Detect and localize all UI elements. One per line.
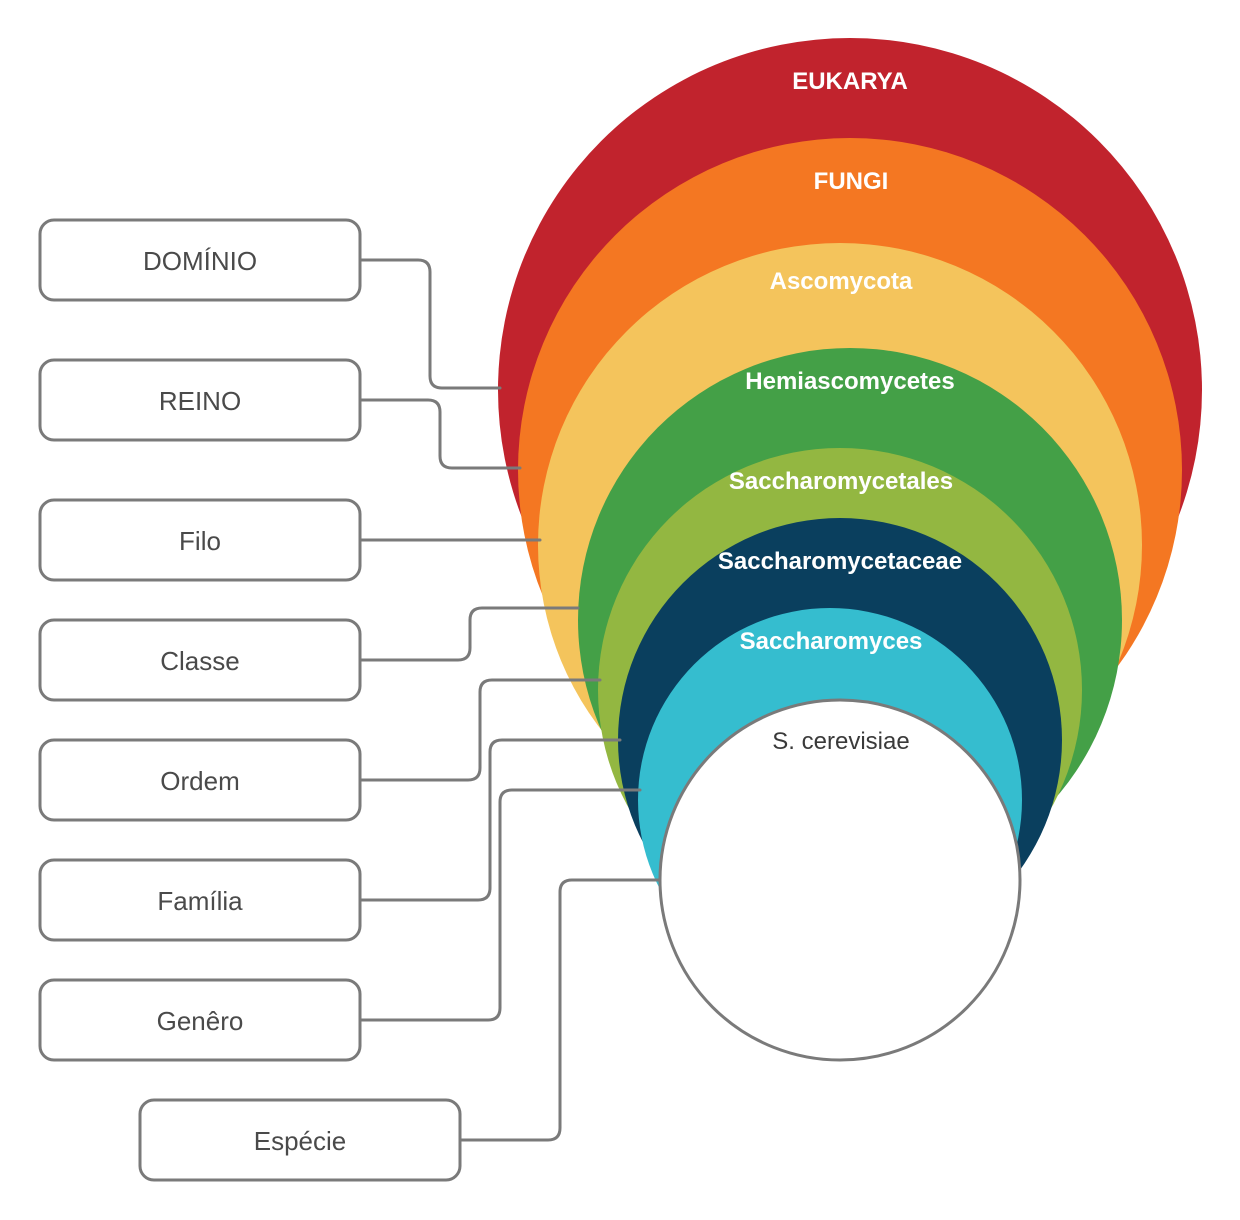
connector-reino xyxy=(358,398,522,470)
rank-box-dominio: DOMÍNIO xyxy=(38,218,362,302)
connector-familia xyxy=(358,738,622,902)
taxon-label-saccharomycetales: Saccharomycetales xyxy=(729,468,953,495)
taxon-label-saccharomycetaceae: Saccharomycetaceae xyxy=(718,548,962,575)
rank-label-reino: REINO xyxy=(159,386,241,416)
rank-box-ordem: Ordem xyxy=(38,738,362,822)
connector-ordem xyxy=(358,678,602,782)
rank-box-genero: Genêro xyxy=(38,978,362,1062)
rank-boxes: DOMÍNIO REINO Filo Classe Ordem Família … xyxy=(38,218,462,1182)
rank-label-especie: Espécie xyxy=(254,1126,347,1156)
rank-box-familia: Família xyxy=(38,858,362,942)
taxon-label-hemiascomycetes: Hemiascomycetes xyxy=(745,368,954,395)
rank-label-classe: Classe xyxy=(160,646,239,676)
connector-dominio xyxy=(358,258,502,390)
taxon-label-s-cerevisiae: S. cerevisiae xyxy=(772,728,909,755)
rank-label-filo: Filo xyxy=(179,526,221,556)
taxon-label-fungi: FUNGI xyxy=(814,168,889,195)
connector-especie xyxy=(458,878,662,1142)
taxon-label-saccharomyces: Saccharomyces xyxy=(740,628,923,655)
rank-label-genero: Genêro xyxy=(157,1006,244,1036)
rank-label-familia: Família xyxy=(157,886,243,916)
rank-label-dominio: DOMÍNIO xyxy=(143,246,257,276)
connector-genero xyxy=(358,788,642,1022)
connector-classe xyxy=(358,606,580,662)
rank-box-classe: Classe xyxy=(38,618,362,702)
rank-box-filo: Filo xyxy=(38,498,362,582)
taxon-labels: EUKARYA FUNGI Ascomycota Hemiascomycetes… xyxy=(718,68,962,755)
rank-box-reino: REINO xyxy=(38,358,362,442)
taxon-label-eukarya: EUKARYA xyxy=(792,68,908,95)
connectors xyxy=(358,258,662,1142)
taxon-label-ascomycota: Ascomycota xyxy=(770,268,913,295)
rank-box-especie: Espécie xyxy=(138,1098,462,1182)
rank-label-ordem: Ordem xyxy=(160,766,239,796)
taxon-circles xyxy=(498,38,1202,1062)
